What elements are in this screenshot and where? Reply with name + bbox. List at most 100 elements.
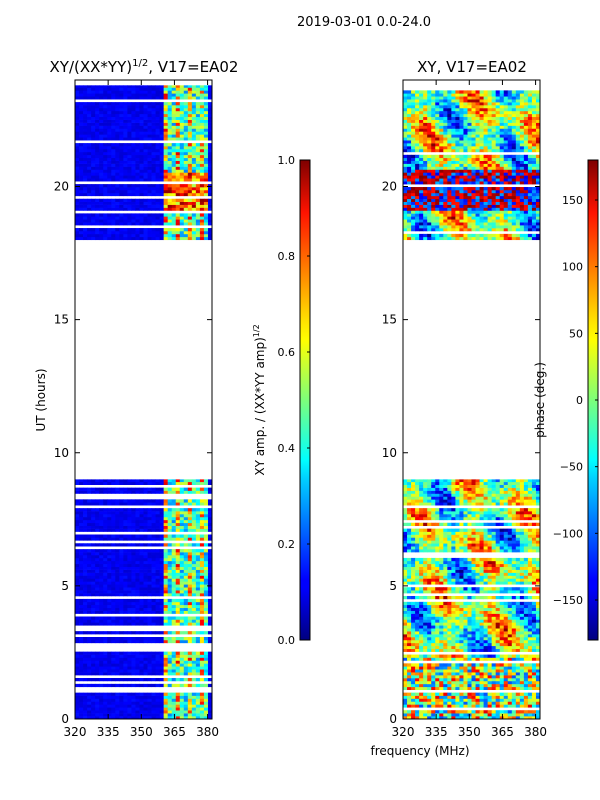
heatmap-cell — [203, 572, 209, 576]
heatmap-cell — [163, 107, 169, 112]
heatmap-cell — [159, 487, 165, 491]
heatmap-cell — [147, 113, 152, 118]
heatmap-cell — [87, 201, 92, 205]
heatmap-cell — [435, 704, 440, 708]
heatmap-cell — [163, 587, 169, 591]
heatmap-cell — [147, 631, 152, 635]
heatmap-cell — [151, 151, 156, 156]
heatmap-cell — [147, 508, 152, 512]
heatmap-cell — [107, 511, 112, 515]
heatmap-cell — [87, 552, 92, 556]
heatmap-cell — [123, 683, 128, 688]
heatmap-cell — [95, 134, 100, 138]
heatmap-cell — [127, 651, 132, 655]
heatmap-cell — [467, 710, 472, 714]
heatmap-cell — [407, 680, 412, 685]
heatmap-cell — [415, 648, 420, 652]
heatmap-cell — [491, 645, 497, 650]
heatmap-cell — [79, 637, 84, 641]
heatmap-cell — [143, 125, 148, 129]
heatmap-cell — [159, 128, 165, 132]
heatmap-cell — [83, 701, 88, 705]
heatmap-cell — [127, 622, 132, 626]
heatmap-cell — [139, 204, 144, 208]
heatmap-cell — [435, 710, 440, 714]
heatmap-cell — [143, 560, 148, 565]
heatmap-cell — [103, 151, 108, 156]
heatmap-cell — [91, 549, 96, 553]
heatmap-cell — [191, 198, 197, 202]
heatmap-cell — [447, 680, 452, 685]
heatmap-cell — [463, 698, 468, 702]
heatmap-cell — [187, 716, 193, 719]
heatmap-cell — [163, 499, 169, 503]
heatmap-cell — [79, 113, 84, 118]
heatmap-cell — [147, 651, 152, 655]
heatmap-cell — [191, 552, 197, 556]
heatmap-cell — [91, 619, 96, 623]
heatmap-cell — [123, 657, 128, 661]
heatmap-cell — [95, 590, 100, 594]
heatmap-cell — [427, 686, 432, 691]
heatmap-cell — [123, 578, 128, 582]
heatmap-cell — [507, 654, 513, 658]
heatmap-cell — [147, 534, 152, 538]
x-tick-label: 365 — [163, 725, 186, 739]
heatmap-cell — [203, 511, 209, 515]
heatmap-cell — [191, 222, 197, 226]
heatmap-cell — [167, 549, 173, 553]
heatmap-cell — [479, 716, 484, 719]
heatmap-cell — [423, 698, 428, 702]
heatmap-cell — [151, 637, 156, 641]
heatmap-cell — [195, 169, 201, 173]
heatmap-cell — [139, 184, 144, 188]
heatmap-cell — [187, 113, 193, 118]
heatmap-cell — [167, 233, 173, 238]
heatmap-cell — [87, 222, 92, 226]
heatmap-cell — [131, 590, 136, 594]
heatmap-cell — [183, 666, 189, 670]
heatmap-cell — [167, 105, 173, 109]
heatmap-cell — [83, 216, 88, 220]
heatmap-cell — [499, 642, 505, 647]
heatmap-cell — [151, 128, 156, 132]
heatmap-cell — [427, 631, 432, 635]
heatmap-cell — [483, 616, 489, 620]
heatmap-cell — [147, 198, 152, 202]
heatmap-cell — [431, 695, 436, 699]
heatmap-cell — [87, 228, 92, 232]
heatmap-cell — [123, 85, 128, 88]
heatmap-cell — [423, 704, 428, 708]
heatmap-cell — [475, 680, 480, 685]
heatmap-cell — [203, 584, 209, 588]
heatmap-cell — [459, 701, 464, 705]
heatmap-cell — [155, 113, 161, 118]
heatmap-cell — [139, 154, 144, 159]
heatmap-cell — [423, 669, 428, 673]
heatmap-cell — [187, 631, 193, 635]
heatmap-cell — [167, 616, 173, 620]
heatmap-cell — [187, 230, 193, 235]
heatmap-cell — [115, 213, 120, 217]
heatmap-cell — [175, 543, 181, 547]
heatmap-cell — [147, 233, 152, 238]
heatmap-cell — [195, 189, 201, 194]
heatmap-cell — [79, 651, 84, 655]
heatmap-cell — [179, 537, 185, 541]
heatmap-cell — [167, 90, 173, 94]
heatmap-cell — [151, 593, 156, 597]
heatmap-cell — [187, 707, 193, 711]
heatmap-cell — [143, 587, 148, 591]
heatmap-cell — [111, 651, 116, 655]
heatmap-cell — [195, 666, 201, 670]
heatmap-cell — [195, 228, 201, 232]
heatmap-cell — [107, 584, 112, 588]
heatmap-cell — [143, 678, 148, 682]
heatmap-cell — [203, 143, 209, 147]
heatmap-cell — [163, 481, 169, 485]
heatmap-cell — [155, 230, 161, 235]
heatmap-cell — [147, 166, 152, 170]
heatmap-cell — [203, 499, 209, 503]
heatmap-cell — [75, 604, 80, 609]
heatmap-cell — [503, 637, 509, 641]
